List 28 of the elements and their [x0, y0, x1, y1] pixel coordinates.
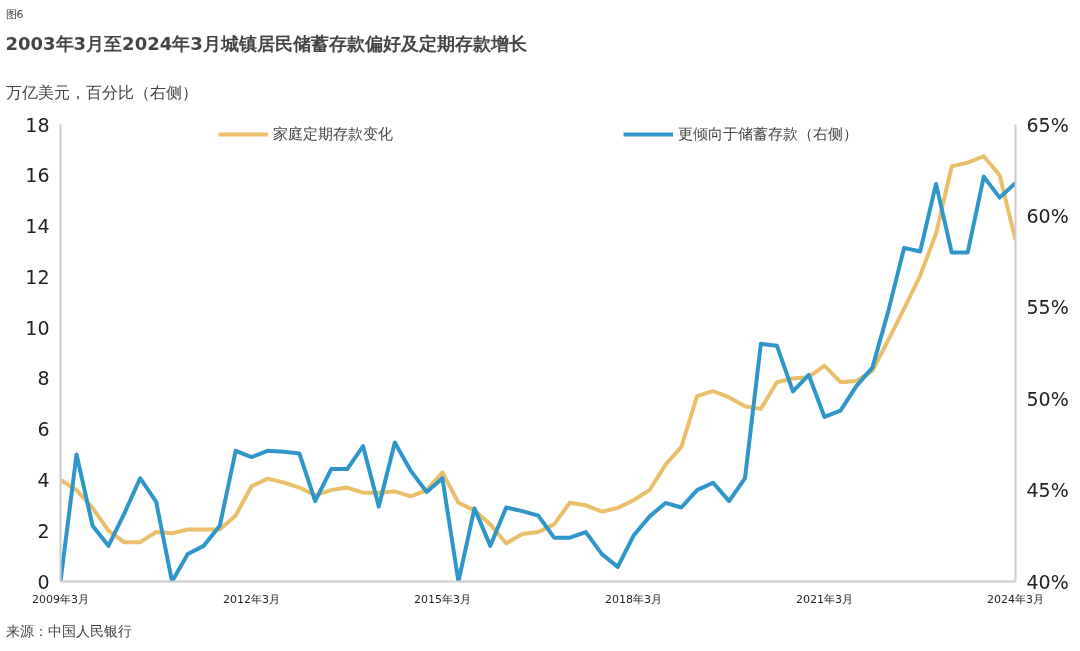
- y-tick-label: 12: [25, 265, 50, 288]
- x-tick-label: 2015年3月: [413, 592, 471, 606]
- y2-tick-label: 60%: [1026, 204, 1069, 227]
- legend-label: 更倾向于储蓄存款（右侧）: [677, 124, 858, 144]
- x-tick-label: 2024年3月: [987, 592, 1044, 606]
- x-tick-label: 2012年3月: [223, 592, 281, 606]
- chart-subtitle: 万亿美元，百分比（右侧）: [5, 83, 198, 102]
- y-tick-label: 18: [25, 113, 50, 136]
- y2-tick-label: 45%: [1026, 479, 1069, 502]
- caption: 图6: [5, 7, 24, 21]
- y-tick-label: 8: [37, 367, 50, 390]
- y-tick-label: 2: [37, 519, 50, 542]
- y2-tick-label: 40%: [1026, 570, 1069, 593]
- y-tick-label: 14: [25, 215, 50, 238]
- y2-tick-label: 65%: [1026, 113, 1069, 136]
- y-tick-label: 16: [25, 164, 50, 187]
- x-tick-label: 2018年3月: [604, 592, 662, 606]
- y2-tick-label: 55%: [1026, 296, 1069, 319]
- x-tick-label: 2021年3月: [795, 592, 853, 606]
- y-tick-label: 10: [25, 316, 50, 339]
- y-tick-label: 4: [37, 468, 50, 491]
- y2-tick-label: 50%: [1026, 387, 1069, 410]
- x-tick-label: 2009年3月: [32, 592, 89, 606]
- legend-label: 家庭定期存款变化: [272, 124, 393, 144]
- y-tick-label: 0: [37, 570, 50, 593]
- chart-title: 2003年3月至2024年3月城镇居民储蓄存款偏好及定期存款增长: [5, 32, 528, 54]
- y-tick-label: 6: [37, 418, 50, 441]
- source-note: 来源：中国人民银行: [5, 623, 132, 639]
